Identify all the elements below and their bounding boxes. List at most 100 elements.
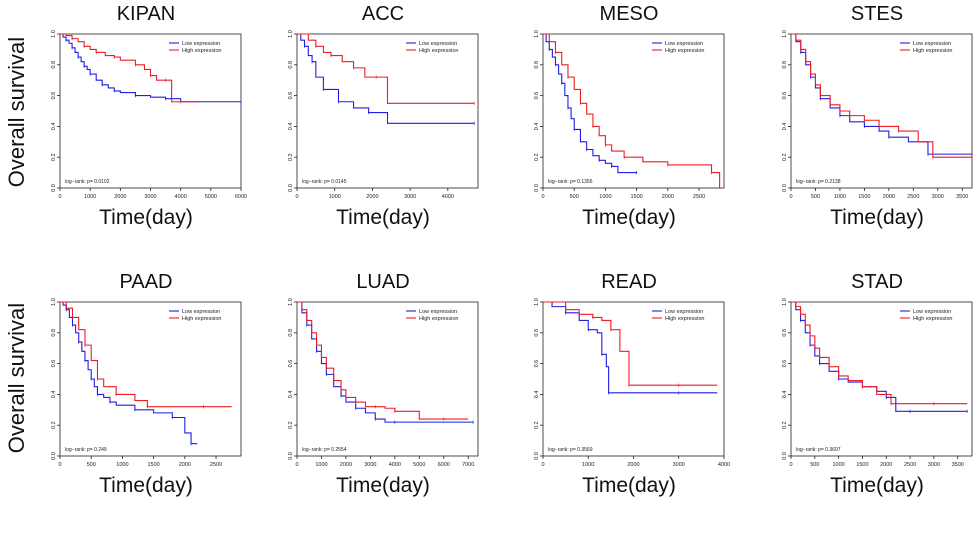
x-axis-label: Time(day) <box>582 474 676 497</box>
logrank-pvalue: log−rank: p= 0.249 <box>65 447 107 453</box>
plot-frame <box>296 301 479 457</box>
chart-title: MESO <box>599 3 659 25</box>
x-tick-label: 1000 <box>315 462 327 468</box>
y-tick-label: 1.0 <box>51 298 57 306</box>
x-axis-label: Time(day) <box>582 206 676 229</box>
x-tick-label: 1000 <box>116 462 128 468</box>
y-tick-label: 0.8 <box>288 61 294 69</box>
chart-title: STES <box>850 3 904 25</box>
x-tick-label: 3000 <box>364 462 376 468</box>
y-tick-label: 0.2 <box>288 153 294 161</box>
chart-title: ACC <box>361 3 405 25</box>
y-tick-label: 0.2 <box>51 153 57 161</box>
y-tick-label: 1.0 <box>782 30 788 38</box>
plot-frame <box>296 33 479 189</box>
x-tick-label: 3000 <box>673 462 685 468</box>
y-tick-label: 0.4 <box>782 391 788 399</box>
x-tick-label: 1000 <box>329 194 341 200</box>
x-axis-label: Time(day) <box>830 474 924 497</box>
x-tick-label: 0 <box>541 462 544 468</box>
x-tick-label: 0 <box>58 462 61 468</box>
logrank-pvalue: log−rank: p= 0.0145 <box>302 179 347 185</box>
x-tick-label: 500 <box>570 194 579 200</box>
logrank-pvalue: log−rank: p= 0.2138 <box>796 179 841 185</box>
legend-label-high: High expression <box>913 316 952 322</box>
x-tick-label: 4000 <box>442 194 454 200</box>
survival-curve-high <box>791 33 972 158</box>
x-tick-label: 5000 <box>205 194 217 200</box>
chart-title: STAD <box>851 271 903 293</box>
y-tick-label: 1.0 <box>288 30 294 38</box>
y-tick-label: 0.0 <box>534 184 540 192</box>
chart-title: READ <box>601 271 657 293</box>
chart-title: PAAD <box>119 271 173 293</box>
x-tick-label: 2000 <box>340 462 352 468</box>
y-tick-label: 0.4 <box>782 123 788 131</box>
legend-label-low: Low expression <box>913 41 951 47</box>
x-tick-label: 2000 <box>179 462 191 468</box>
y-tick-label: 1.0 <box>51 30 57 38</box>
x-tick-label: 2500 <box>210 462 222 468</box>
survival-curve-low <box>297 33 475 124</box>
y-tick-label: 0.6 <box>534 360 540 368</box>
survival-curve-high <box>543 33 721 188</box>
survival-curve-low <box>60 33 241 103</box>
survival-plot: 0.0 0.2 0.4 0.6 0.8 1.0 0 1000 2000 3000 4000 Low e… <box>288 30 479 200</box>
x-axis-label: Time(day) <box>99 206 193 229</box>
x-tick-label: 500 <box>811 194 820 200</box>
survival-curve-high <box>60 33 199 103</box>
x-tick-label: 3000 <box>928 462 940 468</box>
legend-label-high: High expression <box>665 48 704 54</box>
legend-label-low: Low expression <box>665 41 703 47</box>
survival-plot: 0.0 0.2 0.4 0.6 0.8 1.0 0 1000 2000 3000 4000 Low e… <box>534 298 730 468</box>
x-tick-label: 3500 <box>956 194 968 200</box>
x-tick-label: 4000 <box>175 194 187 200</box>
y-tick-label: 1.0 <box>534 298 540 306</box>
y-tick-label: 0.0 <box>51 452 57 460</box>
survival-curve-low <box>791 301 968 412</box>
legend-label-low: Low expression <box>182 41 220 47</box>
y-tick-label: 0.6 <box>51 92 57 100</box>
x-tick-label: 0 <box>295 462 298 468</box>
plot-frame <box>59 301 242 457</box>
y-axis-label-row1: Overall survival <box>2 12 32 212</box>
x-tick-label: 3000 <box>404 194 416 200</box>
survival-curve-low <box>543 33 637 174</box>
y-tick-label: 0.2 <box>288 421 294 429</box>
y-tick-label: 0.4 <box>288 123 294 131</box>
y-tick-label: 0.0 <box>534 452 540 460</box>
logrank-pvalue: log−rank: p= 0.2554 <box>302 447 347 453</box>
y-tick-label: 0.0 <box>51 184 57 192</box>
survival-curve-high <box>297 301 469 420</box>
y-tick-label: 0.8 <box>534 329 540 337</box>
chart-title: KIPAN <box>116 3 176 25</box>
x-tick-label: 6000 <box>235 194 247 200</box>
survival-plot: 0.0 0.2 0.4 0.6 0.8 1.0 0 1000 2000 3000 4000 5000 6… <box>51 30 247 200</box>
logrank-pvalue: log−rank: p= 0.1356 <box>548 179 593 185</box>
plot-frame <box>59 33 242 189</box>
y-tick-label: 1.0 <box>534 30 540 38</box>
x-axis-label: Time(day) <box>99 474 193 497</box>
survival-plot: 0.0 0.2 0.4 0.6 0.8 1.0 0 500 1000 1500 2000 2500 Lo… <box>534 30 725 200</box>
y-axis-label-row2: Overall survival <box>2 278 32 478</box>
y-tick-label: 0.4 <box>51 123 57 131</box>
y-tick-label: 0.6 <box>288 360 294 368</box>
survival-curve-high <box>791 301 968 405</box>
survival-plot: 0.0 0.2 0.4 0.6 0.8 1.0 0 500 1000 1500 2000 2500 Lo… <box>51 298 242 468</box>
x-tick-label: 2500 <box>907 194 919 200</box>
y-tick-label: 0.0 <box>782 452 788 460</box>
legend-label-high: High expression <box>419 316 458 322</box>
y-axis-label-text: Overall survival <box>4 302 29 454</box>
y-tick-label: 0.2 <box>534 421 540 429</box>
x-tick-label: 2500 <box>693 194 705 200</box>
y-tick-label: 0.6 <box>288 92 294 100</box>
x-tick-label: 3000 <box>144 194 156 200</box>
legend-label-high: High expression <box>182 316 221 322</box>
x-tick-label: 0 <box>789 462 792 468</box>
x-tick-label: 5000 <box>413 462 425 468</box>
legend-label-low: Low expression <box>419 41 457 47</box>
survival-curve-low <box>60 301 198 445</box>
y-tick-label: 0.2 <box>782 153 788 161</box>
y-tick-label: 0.4 <box>288 391 294 399</box>
x-tick-label: 2000 <box>880 462 892 468</box>
